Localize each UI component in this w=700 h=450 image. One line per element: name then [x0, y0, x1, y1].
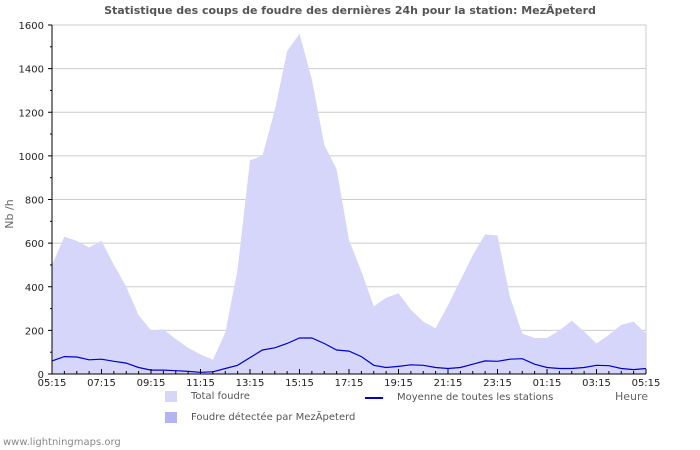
svg-text:05:15: 05:15	[632, 378, 661, 389]
svg-text:09:15: 09:15	[137, 378, 166, 389]
svg-text:800: 800	[25, 196, 44, 207]
legend-label-average: Moyenne de toutes les stations	[397, 392, 553, 403]
svg-text:03:15: 03:15	[582, 378, 611, 389]
svg-text:13:15: 13:15	[236, 378, 265, 389]
svg-text:1200: 1200	[19, 108, 44, 119]
total-swatch-icon	[165, 391, 177, 402]
svg-text:21:15: 21:15	[434, 378, 463, 389]
svg-text:07:15: 07:15	[87, 378, 116, 389]
svg-text:600: 600	[25, 239, 44, 250]
chart-plot: 0200400600800100012001400160005:15 07:15 0…	[0, 0, 700, 450]
average-line-swatch-icon	[365, 397, 383, 399]
legend-item-average: Moyenne de toutes les stations	[365, 392, 553, 403]
legend-label-total: Total foudre	[191, 391, 250, 402]
legend-label-station: Foudre détectée par MezÃ peterd	[191, 412, 355, 423]
svg-text:400: 400	[25, 283, 44, 294]
x-axis-label: Heure	[615, 390, 648, 403]
station-swatch-icon	[165, 412, 177, 423]
svg-text:1000: 1000	[19, 152, 44, 163]
svg-text:15:15: 15:15	[285, 378, 314, 389]
svg-text:11:15: 11:15	[186, 378, 215, 389]
svg-text:17:15: 17:15	[335, 378, 364, 389]
svg-text:19:15: 19:15	[384, 378, 413, 389]
svg-text:1600: 1600	[19, 21, 44, 32]
svg-text:01:15: 01:15	[533, 378, 562, 389]
legend-item-total: Total foudre	[165, 391, 250, 402]
svg-text:200: 200	[25, 326, 44, 337]
y-axis-label: Nb /h	[3, 199, 16, 228]
legend-item-station: Foudre détectée par MezÃ peterd	[165, 412, 355, 423]
footer-link[interactable]: www.lightningmaps.org	[3, 437, 121, 448]
svg-text:1400: 1400	[19, 65, 44, 76]
total-foudre-area	[52, 34, 646, 374]
svg-text:05:15: 05:15	[38, 378, 67, 389]
svg-text:23:15: 23:15	[483, 378, 512, 389]
